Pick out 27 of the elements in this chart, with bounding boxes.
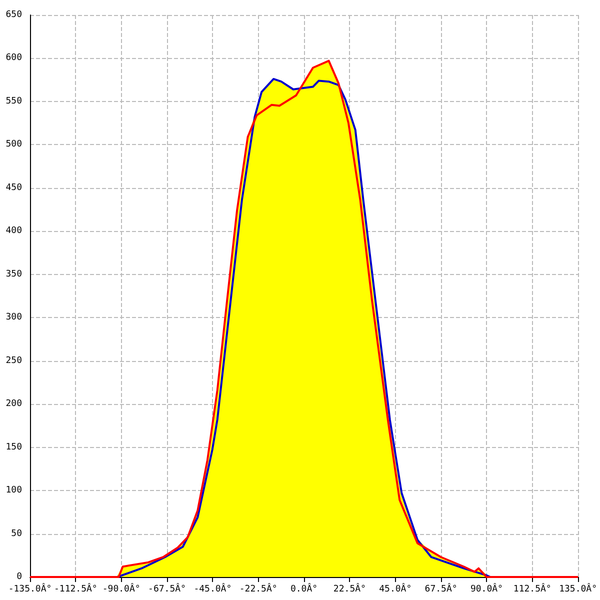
y-tick-label: 200 (6, 399, 22, 410)
y-tick-label: 500 (6, 140, 22, 150)
y-tick-label: 400 (6, 226, 22, 236)
y-tick-label: 150 (6, 442, 22, 452)
y-tick-label: 650 (6, 10, 22, 20)
y-tick-label: 300 (6, 312, 22, 323)
y-tick-label: 0 (16, 572, 22, 582)
x-tick-label: -22.5Â° (239, 582, 278, 594)
x-tick-label: -90.0Â° (102, 582, 140, 594)
y-tick-label: 50 (11, 528, 22, 539)
y-tick-label: 250 (6, 356, 22, 366)
x-tick-label: -67.5Â° (148, 582, 186, 594)
y-tick-label: 100 (6, 486, 22, 496)
y-tick-label: 350 (6, 269, 22, 280)
x-tick-label: 67.5Â° (424, 582, 458, 594)
x-tick-label: -45.0Â° (194, 582, 232, 594)
x-tick-label: 22.5Â° (333, 582, 366, 594)
x-tick-label: -112.5Â° (54, 582, 98, 594)
x-tick-label: 112.5Â° (513, 582, 552, 594)
y-tick-label: 550 (6, 96, 22, 106)
x-tick-label: 0.0Â° (290, 582, 318, 594)
x-tick-label: 90.0Â° (470, 582, 503, 594)
y-tick-label: 450 (6, 182, 22, 193)
x-tick-label: -135.0Â° (8, 582, 52, 594)
y-tick-label: 600 (6, 53, 22, 64)
x-tick-label: 135.0Â° (559, 582, 598, 594)
x-tick-label: 45.0Â° (379, 582, 412, 594)
